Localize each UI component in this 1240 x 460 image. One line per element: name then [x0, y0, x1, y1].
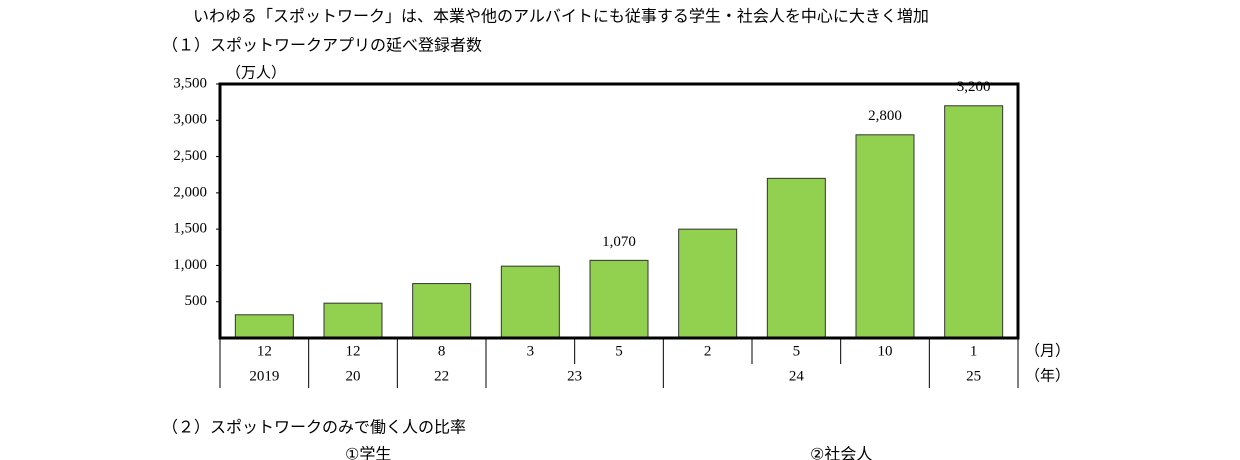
bar: [323, 302, 383, 339]
sub-label: ②社会人: [810, 445, 872, 460]
x-tick-label: 12: [346, 343, 361, 359]
chart-title: （１）スポットワークアプリの延べ登録者数: [162, 36, 482, 55]
year-label: 2019: [249, 368, 279, 384]
x-tick-label: 12: [257, 343, 272, 359]
y-tick-label: 3,500: [173, 75, 207, 91]
month-unit: （月）: [1025, 342, 1070, 359]
x-tick-label: 1: [970, 343, 978, 359]
bar: [589, 259, 649, 339]
bar: [412, 283, 472, 339]
year-label: 23: [567, 368, 582, 384]
bar: [944, 105, 1004, 339]
section-title: （２）スポットワークのみで働く人の比率: [162, 418, 466, 437]
x-tick-label: 10: [878, 343, 893, 359]
value-label: 3,200: [957, 79, 991, 95]
y-unit: （万人）: [226, 64, 286, 81]
y-tick-label: 2,000: [173, 184, 207, 200]
year-label: 24: [789, 368, 805, 384]
x-tick-label: 5: [615, 343, 623, 359]
bar: [234, 314, 294, 339]
x-tick-label: 8: [438, 343, 446, 359]
header-title: いわゆる「スポットワーク」は、本業や他のアルバイトにも従事する学生・社会人を中心…: [193, 7, 929, 26]
value-label: 2,800: [868, 108, 902, 124]
y-tick-label: 1,000: [173, 257, 207, 273]
value-label: 1,070: [602, 234, 636, 250]
sub-label: ①学生: [345, 445, 391, 460]
plot-frame: [218, 82, 1020, 340]
bar: [766, 177, 826, 339]
bar: [500, 265, 560, 339]
year-label: 25: [966, 368, 981, 384]
y-tick-label: 1,500: [173, 221, 207, 237]
year-label: 20: [346, 368, 361, 384]
year-label: 22: [434, 368, 449, 384]
y-tick-label: 2,500: [173, 148, 207, 164]
x-tick-label: 3: [527, 343, 535, 359]
x-tick-label: 5: [793, 343, 801, 359]
year-unit: （年）: [1025, 367, 1070, 384]
bar: [678, 228, 738, 339]
bar: [855, 134, 915, 339]
y-tick-label: 500: [185, 293, 208, 309]
x-tick-label: 2: [704, 343, 712, 359]
y-tick-label: 3,000: [173, 112, 207, 128]
